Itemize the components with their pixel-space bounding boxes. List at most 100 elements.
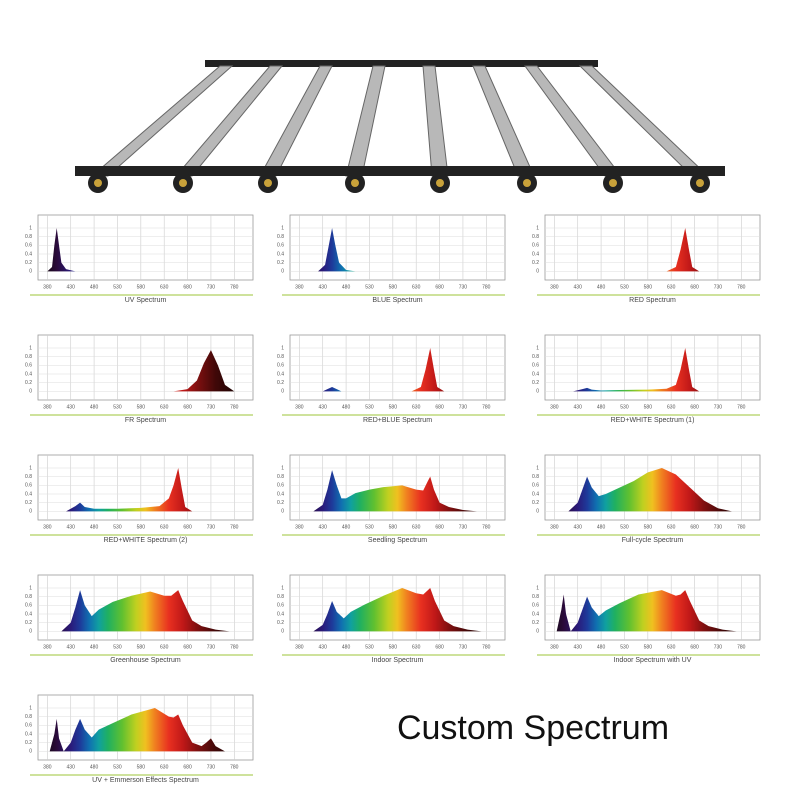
x-tick-label: 680 [690, 644, 699, 650]
x-tick-label: 780 [737, 404, 746, 410]
x-tick-label: 380 [295, 404, 304, 410]
plot-frame [37, 214, 254, 281]
y-tick-label: 0 [29, 629, 32, 635]
y-tick-label: 1 [29, 585, 32, 591]
x-tick-label: 580 [137, 644, 146, 650]
spectrum-area [313, 588, 482, 632]
x-tick-label: 580 [389, 284, 398, 290]
x-tick-label: 580 [389, 644, 398, 650]
x-tick-label: 480 [342, 524, 351, 530]
y-tick-label: 1 [29, 225, 32, 231]
x-tick-label: 530 [113, 404, 122, 410]
x-tick-label: 730 [459, 644, 468, 650]
spectrum-area [573, 348, 700, 392]
spectrum-area [173, 350, 235, 392]
chart-title: Full-cycle Spectrum [622, 537, 684, 544]
x-tick-label: 530 [113, 284, 122, 290]
y-tick-label: 0.8 [277, 354, 284, 360]
spectrum-chart: 380 430 480 530 580 630 680 730 780 0 0.2 0.4 0.6 0.8… [277, 334, 506, 424]
spectrum-area [66, 468, 193, 512]
x-tick-label: 780 [230, 644, 239, 650]
y-tick-label: 0.6 [25, 723, 32, 729]
y-tick-label: 0.2 [277, 380, 284, 386]
x-tick-label: 780 [230, 524, 239, 530]
spectrum-chart: 380 430 480 530 580 630 680 730 780 0 0.2 0.4 0.6 0.8… [277, 454, 506, 544]
y-tick-label: 0.6 [25, 483, 32, 489]
x-tick-label: 580 [389, 404, 398, 410]
chart-title: Indoor Spectrum [372, 657, 424, 664]
chart-title: RED+WHITE Spectrum (2) [104, 537, 188, 544]
x-tick-label: 730 [207, 644, 216, 650]
x-tick-label: 680 [183, 524, 192, 530]
y-tick-label: 0.6 [277, 243, 284, 249]
y-tick-label: 1 [29, 705, 32, 711]
y-tick-label: 0.6 [277, 483, 284, 489]
x-tick-label: 380 [295, 644, 304, 650]
x-tick-label: 430 [67, 404, 76, 410]
x-tick-label: 380 [550, 524, 559, 530]
x-tick-label: 380 [550, 404, 559, 410]
x-tick-label: 530 [620, 644, 629, 650]
y-tick-label: 0.2 [25, 620, 32, 626]
spectrum-chart: 380 430 480 530 580 630 680 730 780 0 0.2 0.4 0.6 0.8… [25, 334, 254, 424]
y-tick-label: 1 [536, 225, 539, 231]
x-tick-label: 630 [160, 284, 169, 290]
x-tick-label: 580 [137, 524, 146, 530]
y-tick-label: 0.2 [277, 500, 284, 506]
x-tick-label: 680 [435, 284, 444, 290]
x-tick-label: 730 [714, 404, 723, 410]
x-tick-label: 430 [319, 284, 328, 290]
y-tick-label: 0.8 [277, 474, 284, 480]
x-tick-label: 430 [67, 644, 76, 650]
x-tick-label: 480 [90, 524, 99, 530]
x-tick-label: 580 [644, 404, 653, 410]
x-tick-label: 780 [737, 644, 746, 650]
plot-frame [544, 334, 761, 401]
y-tick-label: 0 [29, 749, 32, 755]
chart-title: RED Spectrum [629, 297, 676, 304]
chart-title: Seedling Spectrum [368, 537, 427, 544]
spectrum-area [322, 348, 445, 392]
y-tick-label: 0 [281, 629, 284, 635]
y-tick-label: 0.2 [532, 620, 539, 626]
x-tick-label: 780 [230, 764, 239, 770]
x-tick-label: 430 [574, 404, 583, 410]
spectrum-area [556, 590, 737, 632]
x-tick-label: 480 [597, 524, 606, 530]
x-tick-label: 380 [43, 284, 52, 290]
x-tick-label: 530 [365, 404, 374, 410]
x-tick-label: 430 [67, 524, 76, 530]
y-tick-label: 0 [29, 509, 32, 515]
y-tick-label: 0 [536, 509, 539, 515]
y-tick-label: 0 [281, 269, 284, 275]
y-tick-label: 0.2 [277, 260, 284, 266]
x-tick-label: 730 [714, 644, 723, 650]
x-tick-label: 430 [67, 764, 76, 770]
x-tick-label: 480 [597, 644, 606, 650]
spectrum-area [61, 590, 230, 632]
x-tick-label: 630 [667, 284, 676, 290]
y-tick-label: 0.8 [277, 234, 284, 240]
x-tick-label: 480 [342, 644, 351, 650]
y-tick-label: 0.6 [532, 603, 539, 609]
y-tick-label: 0.8 [25, 594, 32, 600]
y-tick-label: 0.2 [532, 500, 539, 506]
y-tick-label: 0.8 [532, 354, 539, 360]
x-tick-label: 580 [137, 764, 146, 770]
x-tick-label: 380 [43, 404, 52, 410]
chart-title: RED+BLUE Spectrum [363, 417, 432, 424]
y-tick-label: 1 [536, 345, 539, 351]
y-tick-label: 1 [281, 225, 284, 231]
x-tick-label: 580 [137, 284, 146, 290]
x-tick-label: 780 [230, 284, 239, 290]
x-tick-label: 730 [459, 524, 468, 530]
x-tick-label: 630 [160, 524, 169, 530]
x-tick-label: 680 [435, 524, 444, 530]
y-tick-label: 1 [281, 585, 284, 591]
y-tick-label: 0 [281, 509, 284, 515]
y-tick-label: 0.4 [277, 371, 284, 377]
spectrum-chart: 380 430 480 530 580 630 680 730 780 0 0.2 0.4 0.6 0.8… [277, 214, 506, 304]
spectrum-chart: 380 430 480 530 580 630 680 730 780 0 0.2 0.4 0.6 0.8… [25, 454, 254, 544]
y-tick-label: 0.8 [25, 474, 32, 480]
y-tick-label: 0.8 [277, 594, 284, 600]
